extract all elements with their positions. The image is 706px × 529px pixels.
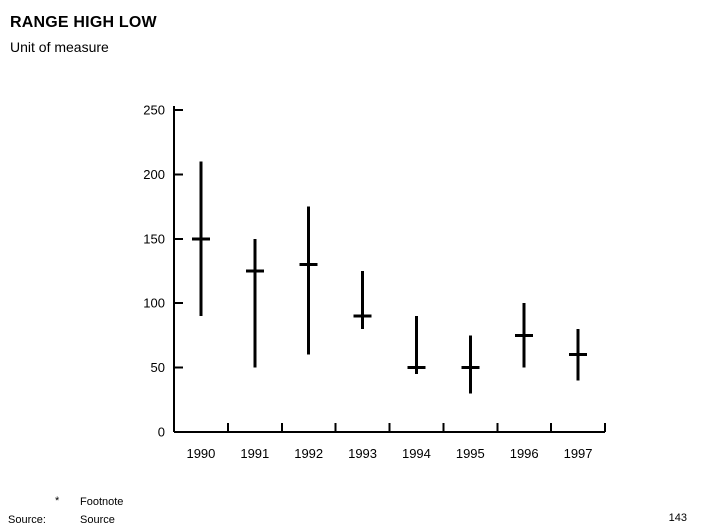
y-tick-label: 0 <box>158 425 165 440</box>
x-category-label: 1994 <box>402 446 431 461</box>
x-category-label: 1995 <box>456 446 485 461</box>
y-tick-label: 250 <box>143 103 165 118</box>
page-title: RANGE HIGH LOW <box>10 14 157 31</box>
source-label: Source: <box>8 514 46 526</box>
footnote-text: Footnote <box>80 496 124 508</box>
x-category-label: 1991 <box>240 446 269 461</box>
x-category-label: 1996 <box>510 446 539 461</box>
x-category-label: 1992 <box>294 446 323 461</box>
x-category-label: 1997 <box>564 446 593 461</box>
x-category-label: 1990 <box>186 446 215 461</box>
y-tick-label: 200 <box>143 167 165 182</box>
y-tick-label: 50 <box>151 360 165 375</box>
page-number: 143 <box>668 512 687 524</box>
x-category-label: 1993 <box>348 446 377 461</box>
y-tick-label: 150 <box>143 231 165 246</box>
y-tick-label: 100 <box>143 296 165 311</box>
footnote-marker: * <box>55 495 60 507</box>
source-text: Source <box>80 514 115 526</box>
unit-of-measure-label: Unit of measure <box>10 39 109 55</box>
